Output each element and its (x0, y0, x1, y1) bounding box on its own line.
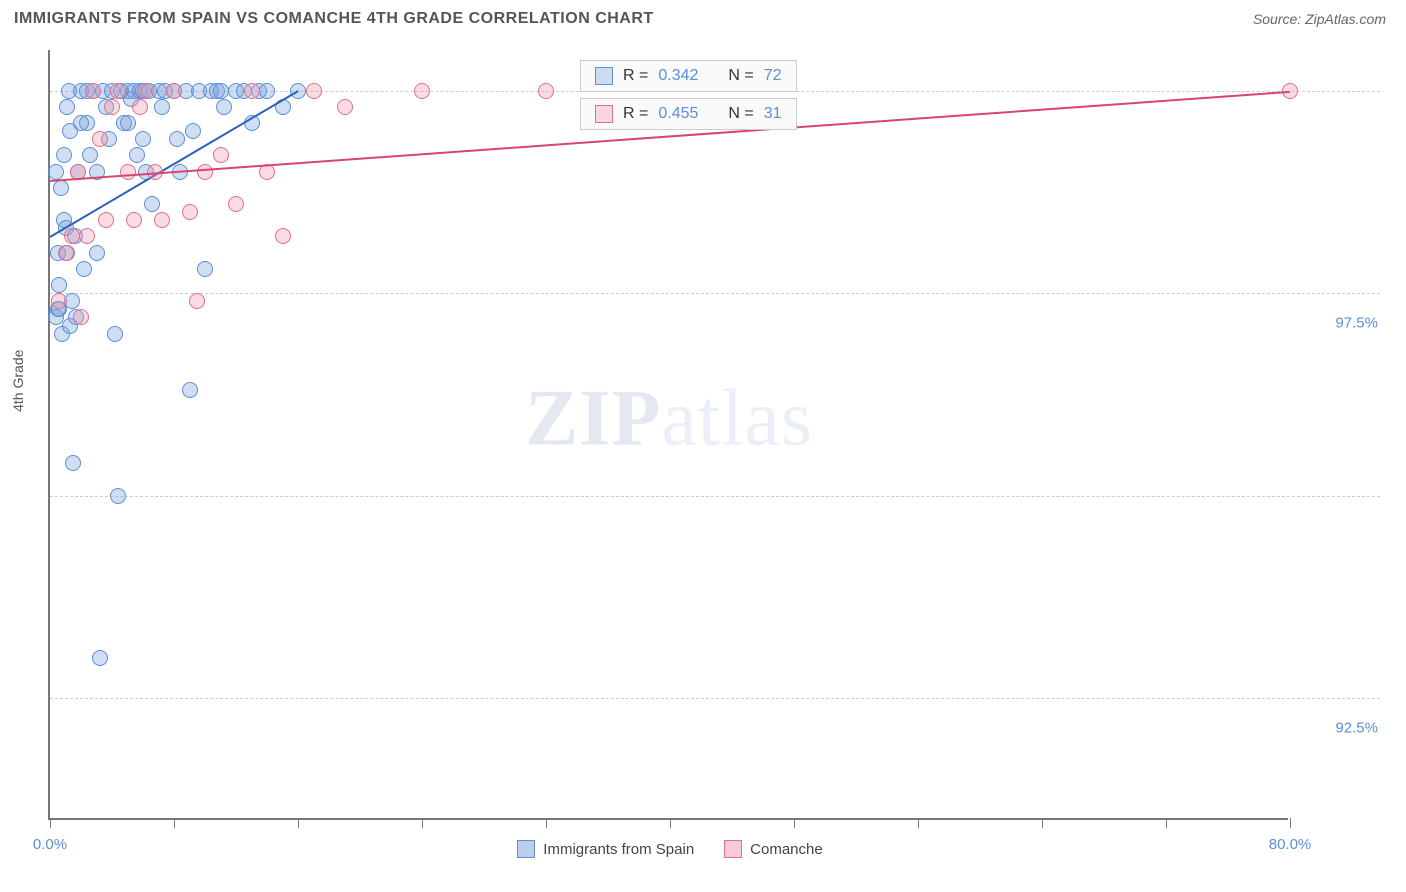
stats-box: R = 0.455 N = 31 (580, 98, 797, 130)
stat-n-label: N = (728, 105, 753, 123)
scatter-point (138, 83, 154, 99)
scatter-point (154, 212, 170, 228)
scatter-point (169, 131, 185, 147)
legend-item: Comanche (724, 840, 823, 858)
x-tick (298, 818, 299, 828)
scatter-point (216, 99, 232, 115)
scatter-point (82, 147, 98, 163)
y-axis-label: 4th Grade (10, 350, 26, 412)
scatter-point (197, 261, 213, 277)
chart-source: Source: ZipAtlas.com (1253, 11, 1386, 27)
y-tick-label: 97.5% (1298, 315, 1378, 332)
scatter-point (275, 228, 291, 244)
chart-title: IMMIGRANTS FROM SPAIN VS COMANCHE 4TH GR… (14, 10, 654, 28)
scatter-point (228, 196, 244, 212)
y-tick-label: 92.5% (1298, 720, 1378, 737)
scatter-point (120, 164, 136, 180)
scatter-point (182, 382, 198, 398)
chart-header: IMMIGRANTS FROM SPAIN VS COMANCHE 4TH GR… (0, 0, 1406, 33)
scatter-point (189, 293, 205, 309)
scatter-point (89, 245, 105, 261)
scatter-point (306, 83, 322, 99)
x-tick (1166, 818, 1167, 828)
x-tick (50, 818, 51, 828)
scatter-point (85, 83, 101, 99)
stat-r-value: 0.342 (658, 67, 698, 85)
x-tick (1042, 818, 1043, 828)
scatter-point (135, 131, 151, 147)
x-tick (918, 818, 919, 828)
scatter-point (107, 326, 123, 342)
scatter-point (79, 228, 95, 244)
scatter-point (120, 115, 136, 131)
stat-r-label: R = (623, 105, 648, 123)
scatter-point (104, 99, 120, 115)
stats-swatch (595, 105, 613, 123)
legend-item: Immigrants from Spain (517, 840, 694, 858)
stat-n-value: 31 (764, 105, 782, 123)
scatter-point (144, 196, 160, 212)
legend-label: Comanche (750, 841, 823, 858)
stats-box: R = 0.342 N = 72 (580, 60, 797, 92)
scatter-point (538, 83, 554, 99)
scatter-point (59, 99, 75, 115)
legend-swatch (517, 840, 535, 858)
scatter-point (98, 212, 114, 228)
plot-area: ZIPatlas 92.5%97.5%0.0%80.0%R = 0.342N =… (48, 50, 1288, 820)
scatter-point (337, 99, 353, 115)
scatter-point (132, 99, 148, 115)
scatter-point (48, 164, 64, 180)
legend: Immigrants from Spain Comanche (50, 840, 1290, 858)
watermark: ZIPatlas (525, 373, 813, 464)
scatter-point (110, 488, 126, 504)
scatter-point (185, 123, 201, 139)
scatter-point (213, 147, 229, 163)
scatter-point (64, 228, 80, 244)
scatter-point (92, 131, 108, 147)
x-tick (422, 818, 423, 828)
stat-n-value: 72 (764, 67, 782, 85)
x-tick (174, 818, 175, 828)
x-tick (1290, 818, 1291, 828)
scatter-point (129, 147, 145, 163)
x-tick (794, 818, 795, 828)
scatter-point (56, 147, 72, 163)
stat-r-label: R = (623, 67, 648, 85)
stats-swatch (595, 67, 613, 85)
scatter-point (414, 83, 430, 99)
stat-n-label: N = (728, 67, 753, 85)
x-tick (546, 818, 547, 828)
legend-label: Immigrants from Spain (543, 841, 694, 858)
scatter-point (76, 261, 92, 277)
scatter-point (154, 99, 170, 115)
scatter-point (244, 83, 260, 99)
legend-swatch (724, 840, 742, 858)
scatter-point (197, 164, 213, 180)
scatter-point (53, 180, 69, 196)
scatter-point (58, 245, 74, 261)
grid-line (50, 496, 1380, 497)
scatter-point (92, 650, 108, 666)
scatter-point (73, 115, 89, 131)
scatter-point (259, 83, 275, 99)
scatter-point (65, 455, 81, 471)
chart-container: ZIPatlas 92.5%97.5%0.0%80.0%R = 0.342N =… (48, 50, 1378, 820)
grid-line (50, 293, 1380, 294)
scatter-point (213, 83, 229, 99)
scatter-point (51, 293, 67, 309)
grid-line (50, 698, 1380, 699)
x-tick (670, 818, 671, 828)
scatter-point (166, 83, 182, 99)
scatter-point (51, 277, 67, 293)
scatter-point (73, 309, 89, 325)
stat-r-value: 0.455 (658, 105, 698, 123)
scatter-point (182, 204, 198, 220)
scatter-point (110, 83, 126, 99)
scatter-point (126, 212, 142, 228)
